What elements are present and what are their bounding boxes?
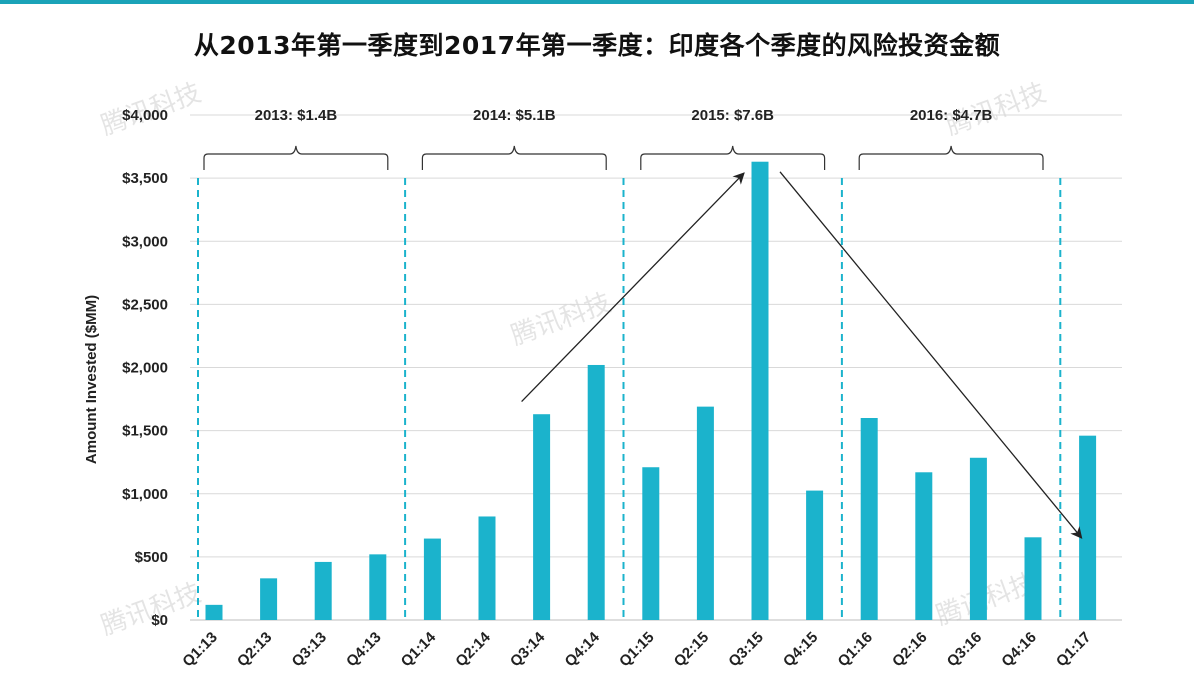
bar-Q4:13 (369, 554, 387, 620)
year-total-label: 2013: $1.4B (255, 107, 338, 124)
y-tick-label: $3,500 (122, 170, 168, 187)
year-total-label: 2014: $5.1B (473, 107, 556, 124)
bar-Q3:15 (751, 161, 769, 620)
y-tick-label: $3,000 (122, 233, 168, 250)
bar-Q1:16 (860, 418, 878, 620)
year-total-label: 2016: $4.7B (910, 107, 993, 124)
x-tick-label: Q4:15 (780, 629, 822, 671)
x-tick-label: Q1:15 (616, 629, 658, 671)
top-accent-bar (0, 0, 1194, 4)
y-tick-label: $0 (151, 612, 168, 629)
x-tick-label: Q1:17 (1053, 629, 1095, 671)
x-tick-label: Q3:14 (507, 628, 549, 670)
bar-Q2:16 (915, 472, 933, 620)
bar-Q3:16 (969, 457, 987, 620)
watermark: 腾讯科技 (97, 578, 205, 642)
bar-Q4:14 (587, 364, 605, 620)
y-axis-label: Amount Invested ($MM) (83, 295, 100, 464)
x-tick-label: Q1:13 (179, 629, 221, 671)
x-tick-label: Q3:16 (944, 629, 986, 671)
y-tick-label: $1,000 (122, 486, 168, 503)
bar-Q1:15 (642, 467, 660, 620)
y-tick-label: $2,000 (122, 360, 168, 377)
bar-Q4:16 (1024, 537, 1042, 620)
x-tick-label: Q4:16 (998, 629, 1040, 671)
trend-arrow (779, 171, 1083, 539)
x-tick-label: Q1:16 (835, 629, 877, 671)
y-tick-label: $500 (135, 549, 168, 566)
y-tick-label: $4,000 (122, 107, 168, 124)
year-brace (858, 145, 1044, 170)
y-tick-label: $2,500 (122, 296, 168, 313)
year-brace (640, 145, 826, 170)
x-tick-label: Q4:13 (343, 629, 385, 671)
bar-Q2:13 (260, 578, 278, 620)
bar-Q1:13 (205, 604, 223, 620)
bar-Q1:14 (423, 538, 441, 620)
x-tick-label: Q4:14 (562, 628, 604, 670)
chart-title: 从2013年第一季度到2017年第一季度：印度各个季度的风险投资金额 (193, 31, 1001, 60)
bar-Q2:15 (696, 406, 714, 620)
bar-Q3:13 (314, 561, 332, 620)
x-tick-label: Q2:15 (671, 629, 713, 671)
watermark: 腾讯科技 (507, 288, 615, 352)
year-total-label: 2015: $7.6B (691, 107, 774, 124)
bar-Q2:14 (478, 516, 496, 620)
bar-Q4:15 (806, 490, 824, 620)
x-tick-label: Q2:14 (452, 628, 494, 670)
year-brace (203, 145, 389, 170)
year-brace (421, 145, 607, 170)
y-tick-label: $1,500 (122, 423, 168, 440)
x-tick-label: Q3:13 (289, 629, 331, 671)
x-tick-label: Q2:13 (234, 629, 276, 671)
x-tick-label: Q3:15 (725, 629, 767, 671)
bar-Q3:14 (533, 414, 551, 620)
trend-arrow (521, 172, 745, 403)
bar-Q1:17 (1079, 435, 1097, 620)
x-tick-label: Q1:14 (398, 628, 440, 670)
x-tick-label: Q2:16 (889, 629, 931, 671)
